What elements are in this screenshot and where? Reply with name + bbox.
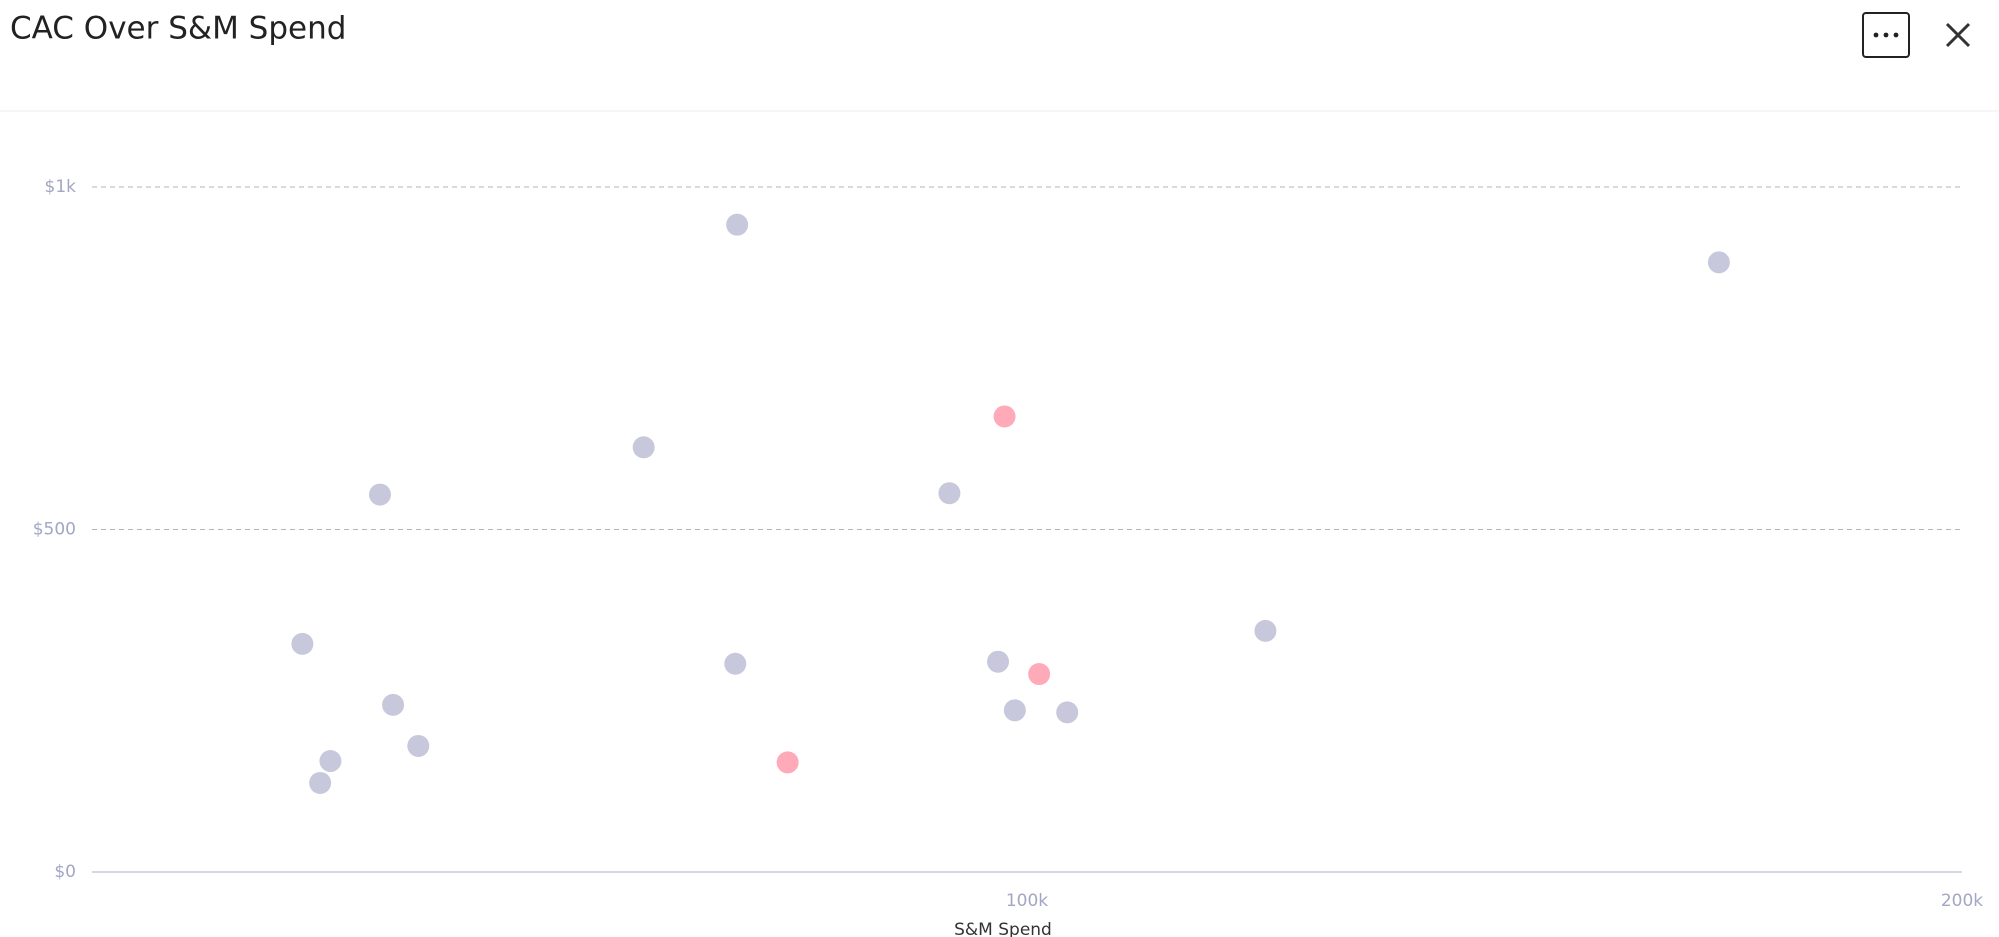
close-button[interactable] [1945, 22, 1971, 48]
data-point [993, 405, 1016, 428]
data-point [1254, 619, 1277, 642]
y-tick-label: $1k [45, 177, 77, 197]
data-point [776, 751, 799, 774]
data-point [1003, 699, 1026, 722]
data-point [724, 652, 747, 675]
data-point [1028, 663, 1051, 686]
data-point [1056, 701, 1079, 724]
more-dot [1883, 32, 1889, 38]
data-point [726, 213, 749, 236]
data-point [382, 693, 405, 716]
data-point [938, 482, 961, 505]
y-tick-label: $500 [33, 520, 76, 540]
data-point [309, 771, 332, 794]
data-point [319, 750, 342, 773]
y-tick-label: $0 [54, 862, 76, 882]
data-point [1707, 251, 1730, 274]
more-dot [1893, 32, 1899, 38]
data-point [987, 650, 1010, 673]
data-point [368, 483, 391, 506]
data-point [291, 632, 314, 655]
chart-title: CAC Over S&M Spend [10, 11, 346, 47]
x-tick-label: 200k [1941, 891, 1983, 911]
data-point [632, 436, 655, 459]
x-axis-label: S&M Spend [954, 920, 1052, 937]
data-point [407, 734, 430, 757]
x-tick-label: 100k [1006, 891, 1048, 911]
more-dot [1873, 32, 1879, 38]
